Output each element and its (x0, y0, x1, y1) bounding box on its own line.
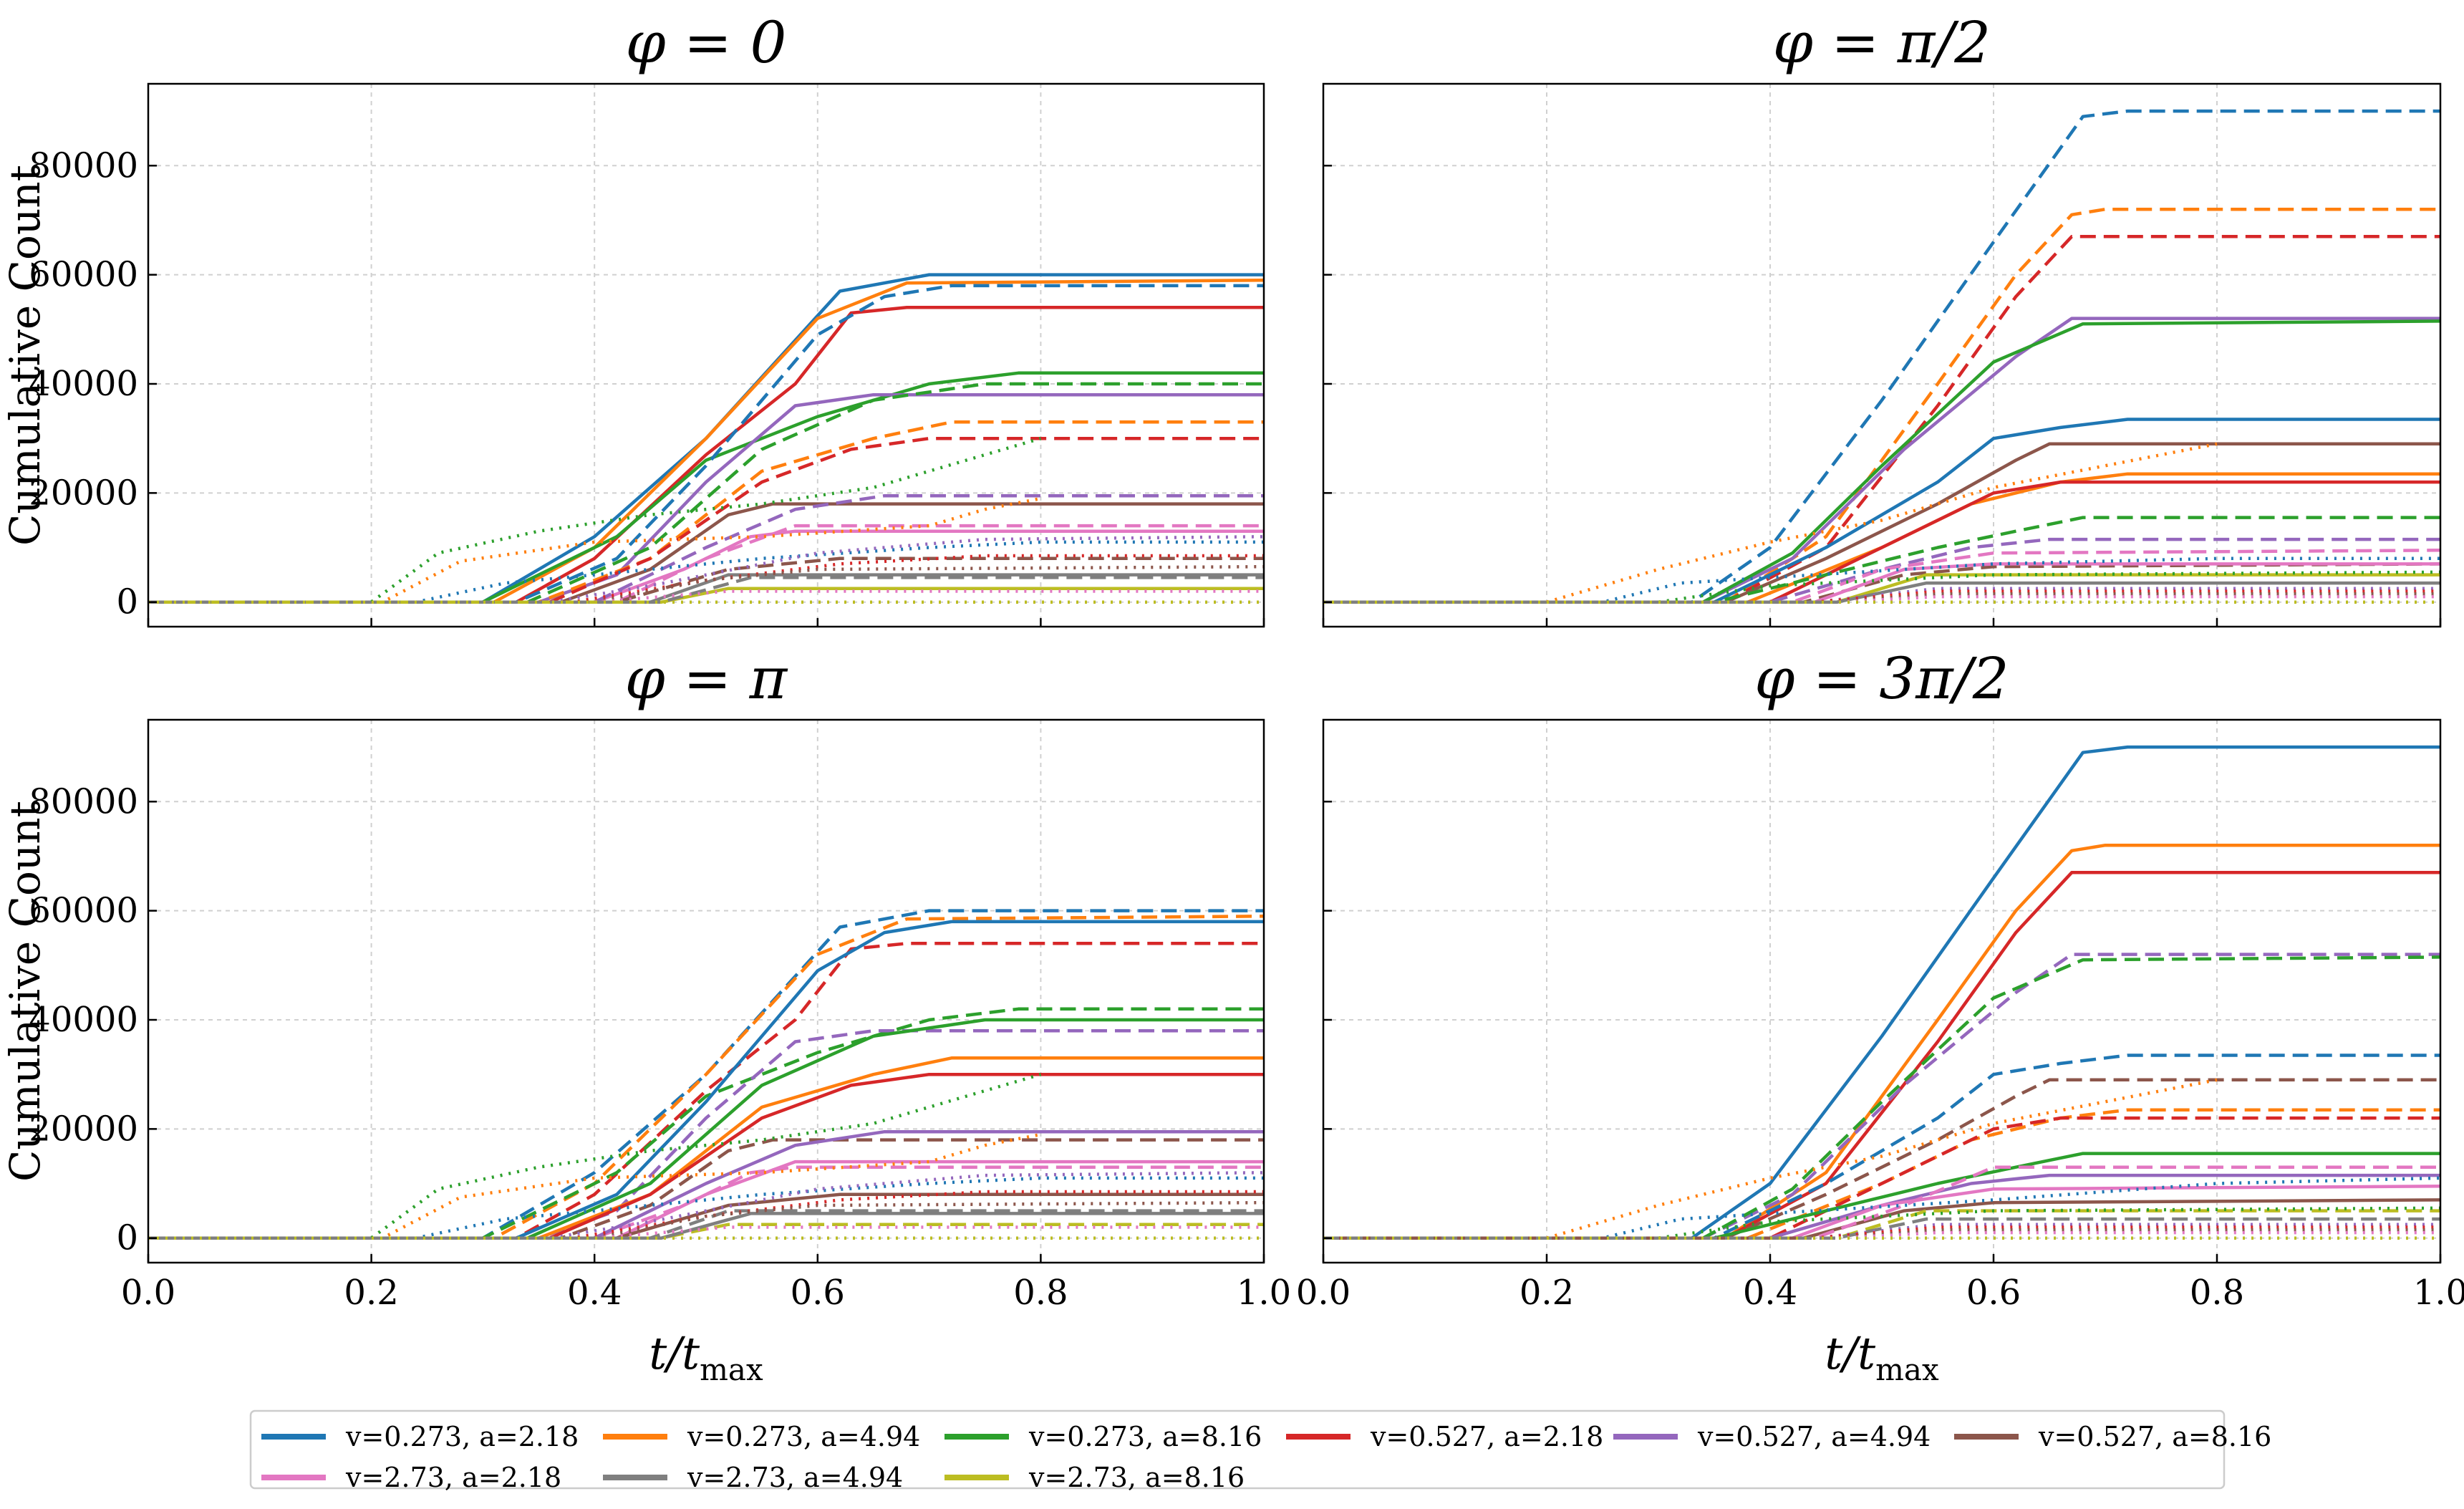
y-tick-label: 0 (116, 582, 138, 622)
legend-entry: v=2.73, a=2.18 (261, 1462, 561, 1493)
y-tick-label: 20000 (29, 1109, 138, 1149)
x-axis-label-main: t/t (1825, 1327, 1875, 1379)
y-tick-label: 80000 (29, 145, 138, 185)
series-line-dashed (1323, 109, 2440, 604)
series-line-solid (148, 1212, 1264, 1240)
legend-label: v=2.73, a=2.18 (345, 1462, 561, 1493)
series-line-solid (1323, 745, 2440, 1240)
series-line-dotted (148, 1176, 1264, 1240)
series-line-dashed (1323, 1217, 2440, 1240)
series-line-dashed (1323, 207, 2440, 604)
series-line-dotted (148, 1132, 1041, 1240)
y-tick-label: 60000 (29, 891, 138, 931)
series-line-dashed (148, 493, 1264, 604)
legend-entry: v=2.73, a=8.16 (944, 1462, 1245, 1493)
y-tick-label: 0 (116, 1218, 138, 1258)
x-tick-label: 0.0 (121, 1273, 175, 1313)
series-line-dashed (148, 1007, 1264, 1240)
series-line-dotted (148, 540, 1264, 604)
y-tick-label: 20000 (29, 473, 138, 513)
x-axis-label: t/tmax (649, 1327, 763, 1387)
legend-label: v=0.527, a=8.16 (2038, 1421, 2271, 1452)
series-line-solid (148, 371, 1264, 604)
subplot-panel-4: 0.0 0.2 0.4 0.6 0.8 1.0 t/tmax φ = 3π/2 (1296, 645, 2464, 1387)
series-line-dashed (148, 1223, 1264, 1240)
x-tick-label: 0.0 (1296, 1273, 1351, 1313)
panel-title: φ = 3π/2 (1754, 645, 2009, 712)
axes-frame (147, 82, 1265, 628)
x-tick-label: 0.6 (1966, 1273, 2021, 1313)
series-group (1323, 745, 2440, 1240)
series-line-dotted (148, 1073, 1042, 1240)
x-tick-label: 0.8 (2190, 1273, 2244, 1313)
legend-entry: v=0.273, a=8.16 (944, 1421, 1262, 1452)
x-tick-label: 0.2 (1520, 1273, 1574, 1313)
x-axis-label: t/tmax (1825, 1327, 1939, 1387)
legend-label: v=0.273, a=4.94 (687, 1421, 920, 1452)
series-line-dotted (148, 437, 1042, 604)
legend-entry: v=0.273, a=2.18 (261, 1421, 579, 1452)
legend: v=0.273, a=2.18 v=0.273, a=4.94 v=0.273, a… (249, 1409, 2271, 1493)
x-tick-label: 0.4 (567, 1273, 622, 1313)
series-line-dashed (1323, 1209, 2440, 1240)
x-tick-label: 1.0 (2413, 1273, 2464, 1313)
x-tick-label: 0.6 (791, 1273, 845, 1313)
series-line-solid (1323, 581, 2440, 604)
legend-label: v=2.73, a=4.94 (687, 1462, 903, 1493)
series-line-dotted (148, 1200, 1264, 1240)
y-axis-label: Cumulative Count (1, 165, 49, 546)
panel-title: φ = 0 (626, 9, 787, 76)
y-tick-label: 40000 (29, 1000, 138, 1040)
series-line-dashed (148, 576, 1264, 604)
x-tick-label: 1.0 (1237, 1273, 1291, 1313)
series-line-solid (1323, 418, 2440, 604)
series-line-solid (148, 920, 1264, 1240)
legend-frame (249, 1409, 2226, 1490)
y-tick-label: 80000 (29, 781, 138, 821)
legend-entry: v=0.527, a=4.94 (1613, 1421, 1931, 1452)
y-axis-label: Cumulative Count (1, 801, 49, 1182)
series-group (148, 273, 1264, 604)
x-tick-label: 0.8 (1013, 1273, 1068, 1313)
series-line-dashed (1323, 1165, 2440, 1240)
x-axis-label-subscript: max (700, 1352, 763, 1387)
panel-title: φ = π/2 (1773, 9, 1991, 76)
legend-entry: v=0.527, a=2.18 (1286, 1421, 1603, 1452)
legend-entry: v=0.527, a=8.16 (1954, 1421, 2271, 1452)
legend-entry: v=0.273, a=4.94 (603, 1421, 920, 1452)
x-axis-label-main: t/t (649, 1327, 700, 1379)
legend-entry: v=2.73, a=4.94 (603, 1462, 903, 1493)
series-line-dashed (148, 436, 1264, 604)
series-line-dashed (1323, 1054, 2440, 1240)
axes-frame (1322, 718, 2442, 1264)
y-tick-label: 40000 (29, 364, 138, 404)
legend-label: v=2.73, a=8.16 (1028, 1462, 1245, 1493)
legend-label: v=0.527, a=2.18 (1370, 1421, 1603, 1452)
series-line-solid (148, 587, 1264, 604)
legend-label: v=0.273, a=2.18 (345, 1421, 579, 1452)
x-axis-label-subscript: max (1875, 1352, 1939, 1387)
series-line-dotted (148, 496, 1041, 604)
x-tick-label: 0.2 (344, 1273, 398, 1313)
series-group (1323, 109, 2440, 604)
panel-title: φ = π (625, 645, 788, 712)
axes-frame (1322, 82, 2442, 628)
series-line-dotted (148, 564, 1264, 604)
x-tick-label: 0.4 (1743, 1273, 1797, 1313)
subplot-panel-3: 0.0 0.2 0.4 0.6 0.8 1.0 t/tmax 0 20000 40000 60000… (1, 645, 1291, 1387)
legend-label: v=0.273, a=8.16 (1028, 1421, 1262, 1452)
series-group (148, 909, 1264, 1240)
series-line-dashed (148, 284, 1264, 604)
axes-frame (147, 718, 1265, 1264)
subplot-panel-2: φ = π/2 (1322, 9, 2442, 628)
legend-label: v=0.527, a=4.94 (1697, 1421, 1931, 1452)
y-tick-label: 60000 (29, 255, 138, 295)
